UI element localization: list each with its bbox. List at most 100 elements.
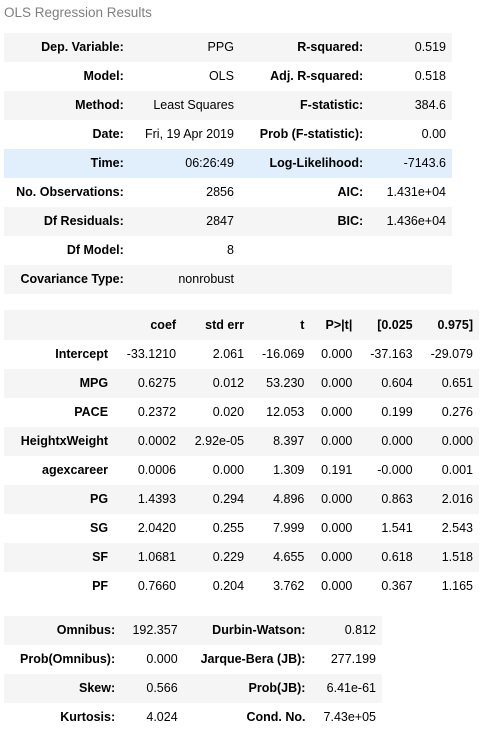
table-cell: 0.863 xyxy=(381,492,413,506)
row-value: 06:26:49 xyxy=(185,156,234,170)
row-value: 192.357 xyxy=(132,623,178,637)
table-row: SF 1.0681 0.229 4.655 0.000 0.618 1.518 xyxy=(4,543,479,572)
table-cell: 0.604 xyxy=(381,376,413,390)
row-value: 0.519 xyxy=(414,40,446,54)
row-label xyxy=(240,265,369,294)
column-header: t xyxy=(300,317,305,332)
table-cell: 2.061 xyxy=(212,347,245,361)
row-label: Skew: xyxy=(79,681,116,695)
table-cell: 1.165 xyxy=(441,579,473,593)
table-row: No. Observations: 2856 AIC: 1.431e+04 xyxy=(4,178,452,207)
row-label: agexcareer xyxy=(42,463,109,477)
table-cell: -37.163 xyxy=(370,347,413,361)
row-value: 0.566 xyxy=(146,681,178,695)
row-label: Prob (F-statistic): xyxy=(259,127,364,141)
row-label: MPG xyxy=(79,376,109,390)
table-cell: 8.397 xyxy=(273,434,305,448)
table-cell: 0.000 xyxy=(212,463,245,477)
table-row: PG 1.4393 0.294 4.896 0.000 0.863 2.016 xyxy=(4,485,479,514)
column-header: P>|t| xyxy=(325,317,353,332)
table-cell: 0.000 xyxy=(321,550,353,564)
table-cell: 0.618 xyxy=(381,550,413,564)
table-cell: 2.016 xyxy=(441,492,473,506)
row-label: Log-Likelihood: xyxy=(269,156,364,170)
row-value: Least Squares xyxy=(153,98,234,112)
table-cell: 1.0681 xyxy=(137,550,177,564)
table-cell: 0.294 xyxy=(212,492,245,506)
row-label: Df Model: xyxy=(66,243,124,257)
table-cell: 0.000 xyxy=(321,521,353,535)
table-row: Method: Least Squares F-statistic: 384.6 xyxy=(4,91,452,120)
row-label: Df Residuals: xyxy=(43,214,124,228)
row-label: SF xyxy=(92,550,109,564)
table-header-row: coef std err t P>|t| [0.025 0.975] xyxy=(4,310,479,340)
row-label: Date: xyxy=(92,127,124,141)
table-cell: 2.543 xyxy=(441,521,473,535)
row-label: HeightxWeight xyxy=(20,434,109,448)
row-label: Adj. R-squared: xyxy=(270,69,364,83)
table-cell: -29.079 xyxy=(430,347,473,361)
row-value: 0.518 xyxy=(414,69,446,83)
table-cell: 0.000 xyxy=(321,434,353,448)
row-value: 7.43e+05 xyxy=(323,710,376,724)
table-cell: 1.4393 xyxy=(137,492,177,506)
row-label: AIC: xyxy=(337,185,364,199)
table-row: Skew: 0.566 Prob(JB): 6.41e-61 xyxy=(4,674,382,703)
table-cell: -0.000 xyxy=(377,463,413,477)
table-cell: 53.230 xyxy=(266,376,305,390)
table-row: Date: Fri, 19 Apr 2019 Prob (F-statistic… xyxy=(4,120,452,149)
row-value: 0.000 xyxy=(146,652,178,666)
table-cell: 0.0002 xyxy=(137,434,177,448)
row-value: 6.41e-61 xyxy=(326,681,376,695)
row-value: PPG xyxy=(207,40,234,54)
row-label: Durbin-Watson: xyxy=(212,623,306,637)
row-label: Time: xyxy=(90,156,124,170)
column-header: 0.975] xyxy=(437,317,473,332)
table-cell: 0.6275 xyxy=(137,376,177,390)
table-cell: 2.0420 xyxy=(137,521,177,535)
table-cell: 0.000 xyxy=(321,492,353,506)
row-label: Prob(Omnibus): xyxy=(20,652,116,666)
coefficients-table: coef std err t P>|t| [0.025 0.975] Inter… xyxy=(4,310,479,601)
table-cell: 0.012 xyxy=(212,376,245,390)
row-value: 4.024 xyxy=(146,710,178,724)
row-label xyxy=(240,236,369,265)
table-row: PF 0.7660 0.204 3.762 0.000 0.367 1.165 xyxy=(4,572,479,601)
row-label: Jarque-Bera (JB): xyxy=(200,652,306,666)
column-header: std err xyxy=(205,317,245,332)
table-row: PACE 0.2372 0.020 12.053 0.000 0.199 0.2… xyxy=(4,398,479,427)
table-row: HeightxWeight 0.0002 2.92e-05 8.397 0.00… xyxy=(4,427,479,456)
table-row: agexcareer 0.0006 0.000 1.309 0.191 -0.0… xyxy=(4,456,479,485)
table-cell: -33.1210 xyxy=(126,347,177,361)
table-cell: 0.367 xyxy=(381,579,413,593)
table-cell: 1.518 xyxy=(441,550,473,564)
row-label: Covariance Type: xyxy=(20,272,124,286)
table-cell: 4.655 xyxy=(273,550,305,564)
row-label: Cond. No. xyxy=(246,710,306,724)
column-header: [0.025 xyxy=(377,317,413,332)
row-value: 1.436e+04 xyxy=(386,214,446,228)
row-label: Intercept xyxy=(55,347,109,361)
table-row: Model: OLS Adj. R-squared: 0.518 xyxy=(4,62,452,91)
table-caption: OLS Regression Results xyxy=(4,5,152,20)
row-label: Prob(JB): xyxy=(248,681,306,695)
row-value: 2856 xyxy=(206,185,234,199)
row-value: -7143.6 xyxy=(403,156,446,170)
row-value xyxy=(369,265,452,294)
table-row: SG 2.0420 0.255 7.999 0.000 1.541 2.543 xyxy=(4,514,479,543)
table-cell: 0.020 xyxy=(212,405,245,419)
row-value: OLS xyxy=(208,69,234,83)
row-value: 0.00 xyxy=(421,127,446,141)
table-cell: 0.199 xyxy=(381,405,413,419)
table-cell: 0.0006 xyxy=(137,463,177,477)
table-row: Df Model: 8 xyxy=(4,236,452,265)
row-label: R-squared: xyxy=(297,40,364,54)
model-summary-table: Dep. Variable: PPG R-squared: 0.519 Mode… xyxy=(4,33,452,294)
row-label: Method: xyxy=(75,98,124,112)
table-cell: 0.001 xyxy=(441,463,473,477)
table-row: Df Residuals: 2847 BIC: 1.436e+04 xyxy=(4,207,452,236)
row-label: Model: xyxy=(83,69,124,83)
table-cell: 12.053 xyxy=(266,405,305,419)
row-label: Dep. Variable: xyxy=(41,40,124,54)
table-cell: -16.069 xyxy=(261,347,305,361)
